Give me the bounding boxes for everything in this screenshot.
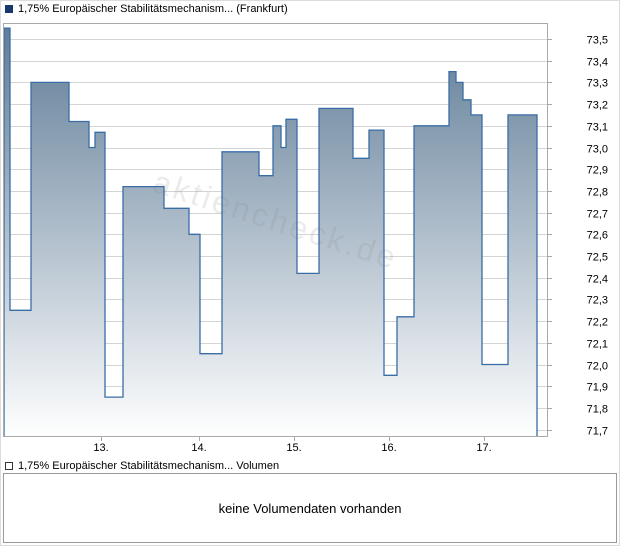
volume-legend-label: 1,75% Europäischer Stabilitätsmechanism.…: [18, 460, 280, 472]
svg-text:73,3: 73,3: [587, 78, 608, 90]
svg-text:15.: 15.: [286, 442, 301, 454]
svg-text:14.: 14.: [191, 442, 206, 454]
price-chart: 73,5 73,4 73,3 73,2 73,1 73,0 72,9 72,8 72,7 72,6…: [3, 23, 608, 454]
price-legend-label: 1,75% Europäischer Stabilitätsmechanism.…: [18, 3, 288, 15]
price-series-marker-icon: [5, 5, 13, 13]
svg-text:17.: 17.: [476, 442, 491, 454]
svg-text:72,5: 72,5: [587, 252, 608, 264]
svg-text:71,8: 71,8: [587, 404, 608, 416]
svg-text:72,7: 72,7: [587, 209, 608, 221]
svg-text:73,1: 73,1: [587, 122, 608, 134]
svg-text:16.: 16.: [381, 442, 396, 454]
svg-text:73,2: 73,2: [587, 100, 608, 112]
svg-text:72,1: 72,1: [587, 339, 608, 351]
volume-empty-box: keine Volumendaten vorhanden: [3, 473, 617, 543]
volume-legend: 1,75% Europäischer Stabilitätsmechanism.…: [5, 460, 279, 472]
svg-text:71,9: 71,9: [587, 382, 608, 394]
volume-empty-message: keine Volumendaten vorhanden: [218, 500, 402, 516]
svg-text:73,0: 73,0: [587, 144, 608, 156]
svg-text:72,9: 72,9: [587, 165, 608, 177]
svg-text:72,0: 72,0: [587, 361, 608, 373]
price-legend: 1,75% Europäischer Stabilitätsmechanism.…: [5, 3, 288, 15]
svg-text:73,5: 73,5: [587, 35, 608, 47]
volume-series-marker-icon: [5, 462, 13, 470]
svg-text:72,3: 72,3: [587, 295, 608, 307]
svg-text:72,2: 72,2: [587, 317, 608, 329]
svg-text:72,8: 72,8: [587, 187, 608, 199]
svg-text:72,6: 72,6: [587, 230, 608, 242]
svg-text:13.: 13.: [93, 442, 108, 454]
svg-text:73,4: 73,4: [587, 57, 608, 69]
svg-text:72,4: 72,4: [587, 274, 608, 286]
svg-text:71,7: 71,7: [587, 426, 608, 438]
